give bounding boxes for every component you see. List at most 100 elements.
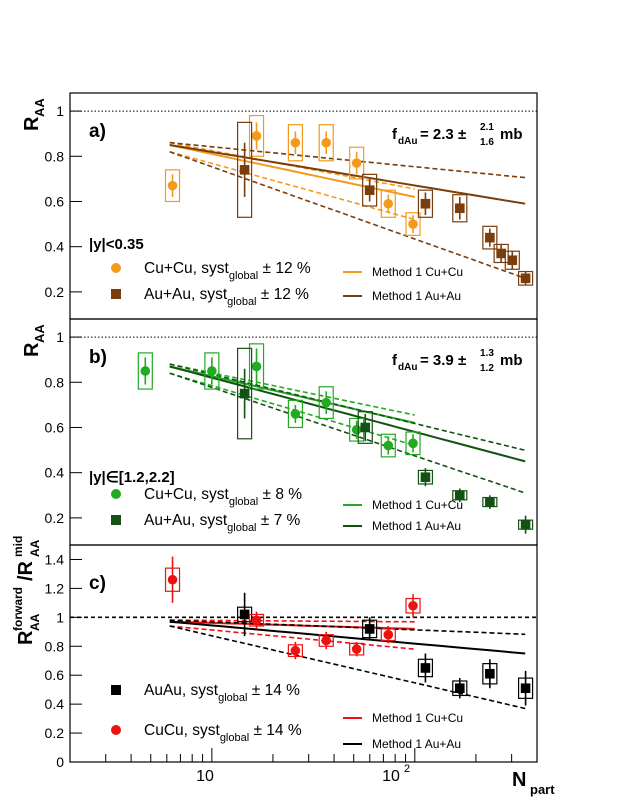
legend-model-label: Method 1 Cu+Cu [372, 498, 463, 512]
syst-box [204, 352, 220, 390]
data-point [454, 683, 465, 694]
legend-model-label: Method 1 Cu+Cu [372, 711, 463, 725]
y-label-denominator-sub: AA [28, 539, 42, 557]
data-point [167, 180, 178, 191]
model-curve [169, 144, 526, 205]
model-band-lower [169, 625, 526, 710]
model-curve [169, 620, 526, 655]
data-point [239, 388, 250, 399]
plot-area [137, 343, 534, 534]
data-point [520, 273, 531, 284]
syst-box [248, 343, 265, 390]
y-label-numerator-sub: AA [28, 613, 42, 631]
fdau-value: = 3.9 ± [420, 352, 466, 369]
legend-entry: Cu+Cu, systglobal ± 12 % [144, 260, 311, 282]
model-band-lower [169, 625, 415, 650]
syst-box [349, 146, 365, 180]
y-axis-label: RAA [21, 98, 47, 131]
data-point [351, 158, 362, 168]
data-point [290, 137, 301, 148]
y-tick-label: 0.2 [45, 725, 65, 741]
data-point [408, 438, 418, 449]
fdau-error-up: 2.1 [480, 122, 494, 133]
syst-box [164, 169, 181, 203]
panel-label: a) [89, 121, 106, 142]
y-tick-label: 0.4 [45, 465, 65, 481]
data-point [351, 424, 362, 435]
data-point [321, 137, 332, 148]
data-point [251, 131, 262, 141]
fdau-value: = 2.3 ± [420, 126, 466, 143]
y-tick-label: 0.6 [45, 193, 65, 209]
legend-entry: Au+Au, systglobal ± 12 % [144, 286, 309, 308]
data-point [520, 519, 531, 530]
model-band-upper [169, 363, 526, 452]
y-tick-label: 0.6 [45, 667, 65, 683]
legend-entry: AuAu, systglobal ± 14 % [144, 682, 300, 704]
y-tick-label: 1 [56, 329, 64, 345]
y-tick-label: 0.8 [45, 148, 65, 164]
legend-marker [111, 489, 121, 499]
y-tick-label: 0.2 [45, 284, 65, 300]
syst-box [287, 124, 303, 162]
syst-box [405, 431, 421, 456]
model-band-lower [169, 151, 416, 221]
syst-box [417, 189, 434, 218]
y-label-main: R [21, 342, 43, 357]
x-tick-label-100-exponent: 2 [404, 763, 410, 775]
syst-box [362, 173, 378, 207]
x-tick-label-100: 10 [382, 768, 400, 785]
model-band-lower [169, 151, 526, 280]
legend-marker [111, 685, 121, 695]
model-band-upper [169, 619, 415, 623]
syst-box [137, 352, 153, 390]
data-point [420, 663, 431, 673]
data-point [454, 203, 465, 214]
model-band-upper [169, 141, 526, 179]
y-tick-label: 0.8 [45, 638, 65, 654]
syst-box [287, 399, 303, 429]
y-tick-label: 0.2 [45, 510, 65, 526]
syst-box [318, 124, 334, 162]
x-axis-label-subscript: part [530, 782, 555, 797]
data-point [520, 683, 531, 694]
data-point [251, 615, 262, 626]
data-point [290, 409, 301, 419]
panel-label: b) [89, 347, 107, 368]
model-band-lower [169, 372, 526, 494]
model-curve [169, 365, 526, 463]
syst-box [482, 225, 498, 250]
legend-model-label: Method 1 Cu+Cu [372, 265, 463, 279]
fdau-unit: mb [500, 352, 523, 369]
legend-marker [111, 289, 121, 299]
data-point [251, 361, 262, 372]
plot-area [164, 114, 534, 286]
fdau-subscript: dAu [398, 136, 417, 147]
syst-box [318, 386, 334, 420]
y-tick-label: 0.6 [45, 419, 65, 435]
plot-frame [69, 544, 538, 763]
legend-entry: Au+Au, systglobal ± 7 % [144, 512, 301, 534]
data-point [485, 497, 495, 507]
syst-box [248, 114, 265, 157]
data-point [383, 629, 394, 640]
legend-entry: CuCu, systglobal ± 14 % [144, 722, 302, 744]
y-tick-label: 1 [56, 103, 64, 119]
fdau-symbol: f [392, 126, 398, 143]
data-point [207, 366, 217, 376]
data-point [383, 198, 394, 209]
syst-box [380, 433, 396, 458]
data-point [140, 366, 151, 376]
model-curve [169, 144, 416, 198]
data-point [485, 232, 495, 243]
data-point [485, 668, 495, 679]
legend-model-label: Method 1 Au+Au [372, 289, 461, 303]
panel-label: c) [89, 573, 106, 594]
plot-area [164, 556, 534, 710]
y-label-main: R [21, 116, 43, 131]
